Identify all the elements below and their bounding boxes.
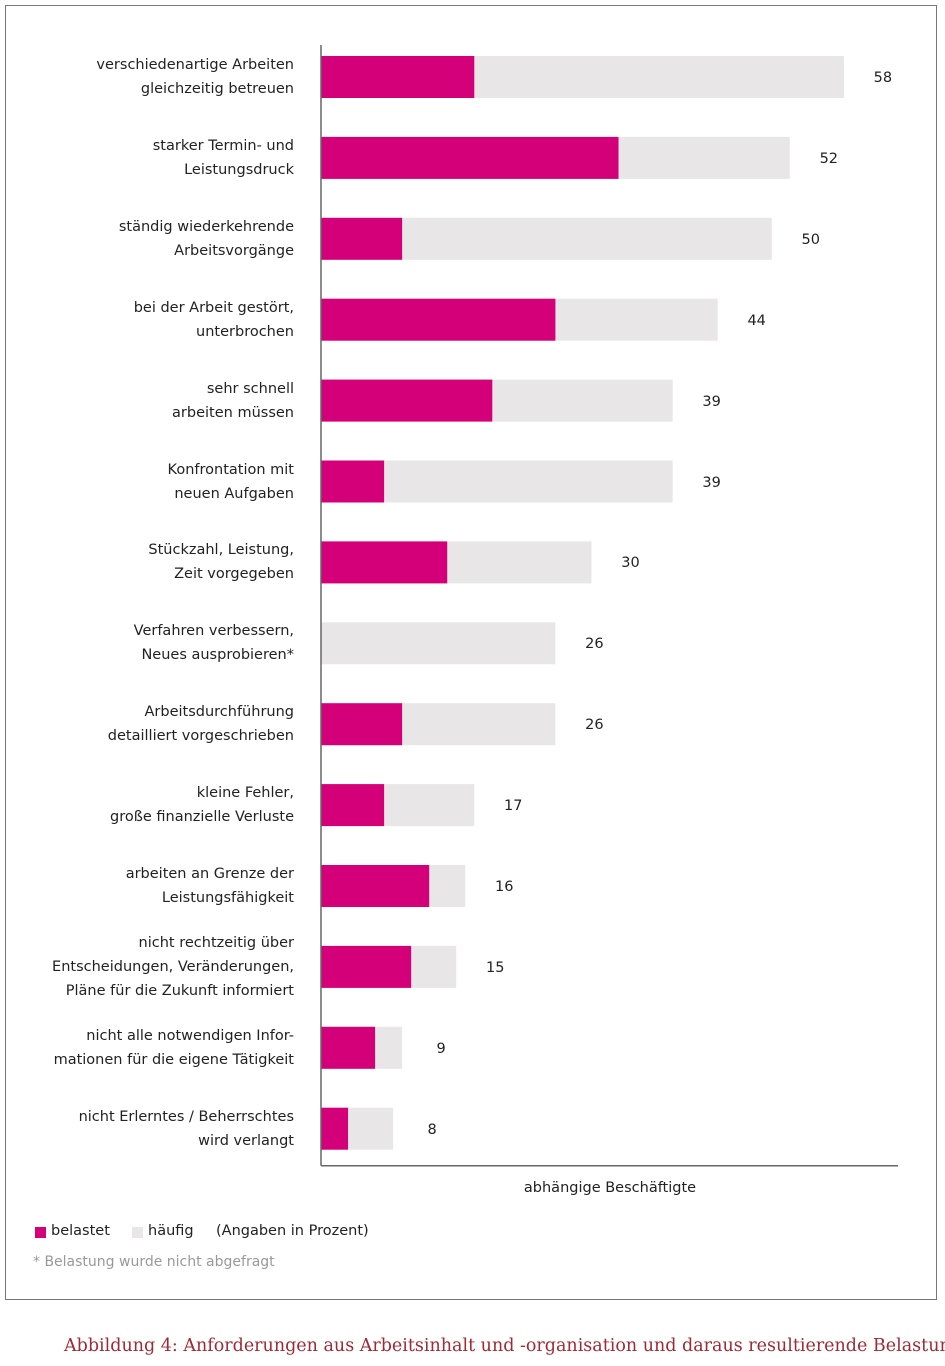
- value-label: 26: [585, 717, 604, 734]
- legend-label: belastet: [51, 1223, 110, 1239]
- bar: [321, 541, 448, 584]
- bar: [321, 784, 385, 827]
- bar: [321, 136, 619, 179]
- category-label: nicht alle notwendigen Infor- mationen f…: [53, 1027, 294, 1068]
- category-label: arbeiten an Grenze der Leistungsfähigkei…: [125, 866, 294, 906]
- value-label: 50: [801, 231, 821, 248]
- bar: [321, 1107, 349, 1150]
- legend-swatch: [35, 1227, 46, 1238]
- category-label: sehr schnell arbeiten müssen: [172, 380, 294, 421]
- value-label: 58: [873, 70, 893, 86]
- bar: [321, 945, 412, 988]
- value-label: 52: [819, 150, 839, 167]
- bar: [321, 460, 385, 503]
- frame: [5, 5, 937, 1300]
- value-label: 8: [427, 1121, 437, 1138]
- legend-label: häufig: [148, 1223, 194, 1239]
- value-label: 39: [702, 393, 721, 410]
- caption: Abbildung 4: Anforderungen aus Arbeitsin…: [64, 1336, 945, 1356]
- category-label: Arbeitsdurchführung detailliert vorgesch…: [107, 704, 294, 745]
- value-label: 17: [504, 798, 523, 815]
- value-label: 16: [495, 879, 514, 895]
- category-label: nicht rechtzeitig über Entscheidungen, V…: [52, 934, 294, 999]
- category-label: nicht Erlerntes / Beherrschtes wird verl…: [78, 1108, 294, 1149]
- bar: [321, 217, 403, 260]
- category-label: Konfrontation mit neuen Aufgaben: [167, 461, 294, 502]
- bar: [321, 298, 556, 341]
- value-label: 44: [747, 312, 766, 329]
- value-label: 30: [621, 555, 640, 572]
- bar: [321, 865, 430, 907]
- category-label: starker Termin- und Leistungsdruck: [152, 137, 294, 178]
- value-label: 39: [702, 474, 721, 491]
- value-label: 15: [486, 959, 505, 976]
- legend-swatch: [132, 1227, 143, 1238]
- value-label: 26: [585, 636, 604, 653]
- bar: [321, 622, 556, 665]
- bar: [321, 379, 493, 422]
- value-label: 9: [436, 1040, 446, 1057]
- category-label: Stückzahl, Leistung, Zeit vorgegeben: [148, 542, 294, 583]
- category-label: ständig wiederkehrende Arbeitsvorgänge: [118, 218, 294, 259]
- bar: [321, 703, 403, 746]
- legend-note: (Angaben in Prozent): [216, 1223, 369, 1239]
- category-label: kleine Fehler, große finanzielle Verlust…: [110, 785, 294, 826]
- bar: [321, 56, 475, 98]
- category-label: verschiedenartige Arbeiten gleichzeitig …: [96, 57, 294, 97]
- footnote: * Belastung wurde nicht abgefragt: [33, 1254, 275, 1270]
- x-axis-label: abhängige Beschäftigte: [523, 1180, 697, 1196]
- category-label: Verfahren verbessern, Neues ausprobieren…: [133, 623, 294, 664]
- bar: [321, 1026, 376, 1069]
- category-label: bei der Arbeit gestört, unterbrochen: [133, 299, 294, 340]
